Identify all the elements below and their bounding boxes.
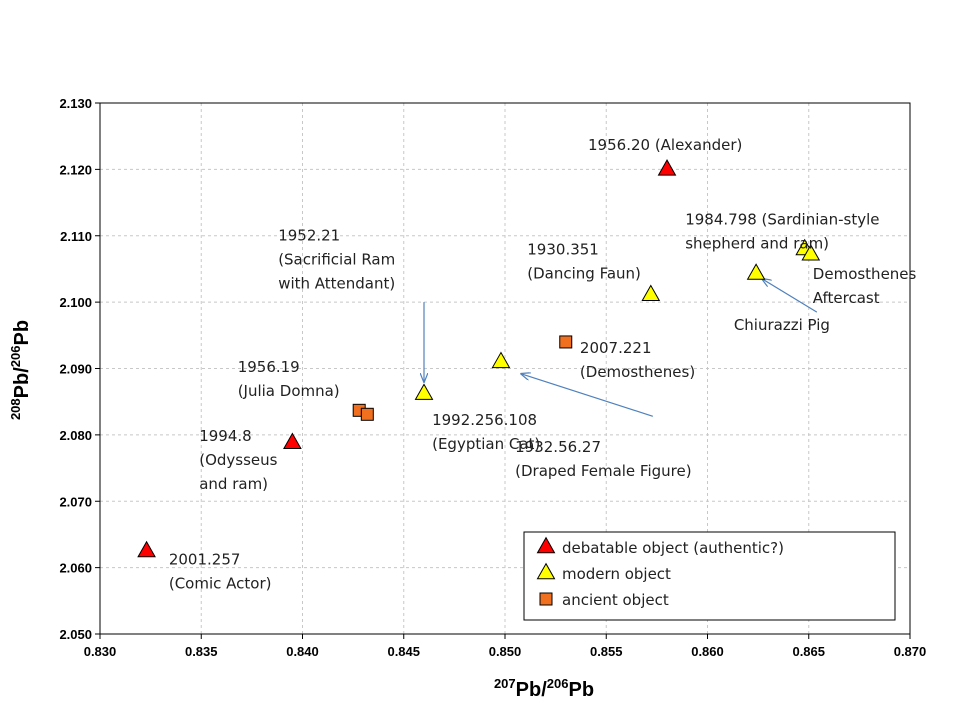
triangle-point [801,244,821,261]
legend-label: debatable object (authentic?) [562,539,784,557]
point-annotation: 1956.19 (Julia Domna) [238,358,340,400]
triangle-point [746,263,766,280]
point-annotation: 1952.21 (Sacrificial Ram with Attendant) [278,226,395,292]
y-tick-label: 2.060 [59,561,92,576]
x-axis-title: 207Pb/206Pb [494,676,594,701]
legend-marker [536,536,556,554]
point-annotation: 1930.351 (Dancing Faun) [527,240,641,282]
y-tick-label: 2.050 [59,627,92,642]
x-axis-title-sup1: 207 [494,676,516,691]
y-tick-label: 2.080 [59,428,92,443]
triangle-point [414,383,434,400]
x-tick-label: 0.870 [894,644,927,659]
square-point [559,335,573,349]
point-annotation: Chiurazzi Pig [734,316,830,334]
x-axis-title-el1: Pb/ [516,679,548,701]
legend-label: modern object [562,565,671,583]
x-tick-label: 0.830 [84,644,117,659]
y-tick-label: 2.100 [59,295,92,310]
point-annotations: 1956.20 (Alexander) 1984.798 (Sardinian-s… [169,136,917,592]
y-tick-label: 2.070 [59,494,92,509]
grid-lines [100,103,910,634]
legend-label: ancient object [562,591,669,609]
y-axis-title-sup1: 208 [8,398,23,420]
x-tick-label: 0.850 [489,644,522,659]
x-tick-label: 0.845 [387,644,420,659]
legend-box [523,531,896,621]
triangle-point [137,540,156,558]
point-annotation: 1992.256.108 (Egyptian Cat) [432,411,540,453]
data-points [137,159,821,558]
annotation-arrow [762,279,818,313]
y-axis-title-sup2: 206 [8,346,23,368]
y-tick-label: 2.130 [59,96,92,111]
point-annotation: 2007.221 (Demosthenes) [580,339,695,381]
legend-marker [539,592,553,606]
x-tick-label: 0.865 [792,644,825,659]
y-tick-label: 2.110 [60,229,92,244]
point-annotation: 1984.798 (Sardinian-style shepherd and ra… [685,210,879,252]
y-tick-label: 2.120 [59,162,92,177]
legend-items: debatable object (authentic?) modern obje… [536,536,784,609]
annotation-arrows [424,279,818,417]
x-tick-label: 0.835 [185,644,218,659]
triangle-point [657,159,677,176]
y-axis-title-el1: Pb/ [11,367,33,399]
triangle-point [641,284,661,302]
point-annotation: 1932.56.27 (Draped Female Figure) [515,438,691,480]
legend-marker [536,562,556,580]
y-axis-ticks: 2.050 2.060 2.070 2.080 2.090 2.100 2.110 2.120… [59,96,100,642]
y-axis-title: 208Pb/206Pb [8,320,33,420]
annotation-arrow [521,374,654,417]
square-point [360,407,374,421]
legend: debatable object (authentic?) modern obje… [523,531,896,621]
x-axis-title-sup2: 206 [547,676,569,691]
x-tick-label: 0.860 [691,644,724,659]
triangle-point [283,432,302,450]
x-axis-title-el2: Pb [568,679,594,701]
point-annotation: 1994.8 (Odysseus and ram) [199,427,277,493]
x-tick-label: 0.855 [590,644,623,659]
point-annotation: Demosthenes Aftercast [813,265,917,307]
x-tick-label: 0.840 [286,644,319,659]
y-tick-label: 2.090 [59,362,92,377]
triangle-point [491,351,511,369]
x-axis-ticks: 0.830 0.835 0.840 0.845 0.850 0.855 0.860 0.865… [84,634,927,659]
y-axis-title-el2: Pb [11,320,33,346]
point-annotation: 1956.20 (Alexander) [588,136,742,154]
point-annotation: 2001.257 (Comic Actor) [169,550,272,592]
